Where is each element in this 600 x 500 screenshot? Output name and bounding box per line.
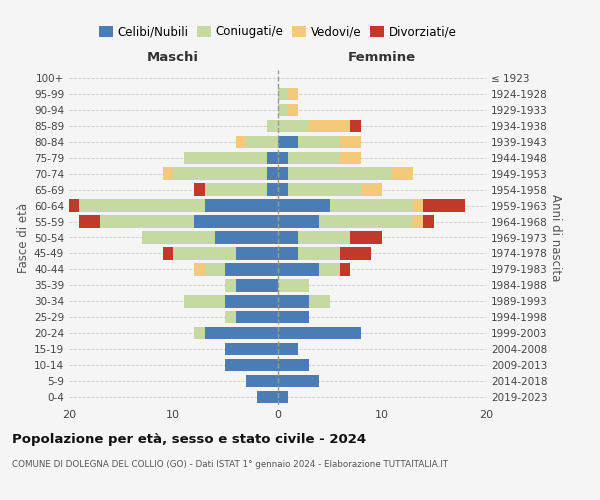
Bar	[319, 216, 413, 228]
Bar	[277, 184, 288, 196]
Bar	[163, 247, 173, 260]
Bar	[288, 152, 340, 164]
Bar	[226, 295, 277, 308]
Text: COMUNE DI DOLEGNA DEL COLLIO (GO) - Dati ISTAT 1° gennaio 2024 - Elaborazione TU: COMUNE DI DOLEGNA DEL COLLIO (GO) - Dati…	[12, 460, 448, 469]
Bar	[277, 247, 298, 260]
Bar	[246, 375, 277, 388]
Bar	[392, 168, 413, 180]
Bar	[277, 311, 309, 324]
Bar	[277, 168, 288, 180]
Bar	[298, 247, 340, 260]
Bar	[194, 263, 205, 276]
Bar	[100, 216, 194, 228]
Bar	[205, 184, 267, 196]
Bar	[319, 263, 340, 276]
Bar	[350, 232, 382, 243]
Bar	[277, 375, 319, 388]
Bar	[194, 216, 277, 228]
Text: Popolazione per età, sesso e stato civile - 2024: Popolazione per età, sesso e stato civil…	[12, 432, 366, 446]
Bar	[277, 120, 309, 132]
Bar	[309, 295, 329, 308]
Y-axis label: Fasce di età: Fasce di età	[17, 202, 30, 272]
Bar	[309, 120, 350, 132]
Bar	[236, 311, 277, 324]
Bar	[298, 136, 340, 148]
Bar	[277, 263, 319, 276]
Bar	[184, 295, 226, 308]
Bar	[340, 247, 371, 260]
Bar	[340, 136, 361, 148]
Bar	[267, 152, 277, 164]
Bar	[340, 263, 350, 276]
Bar	[350, 120, 361, 132]
Bar	[79, 216, 100, 228]
Bar	[226, 279, 236, 291]
Bar	[69, 200, 79, 212]
Bar	[205, 200, 277, 212]
Bar	[277, 359, 309, 372]
Text: Maschi: Maschi	[147, 50, 199, 64]
Bar	[277, 104, 288, 116]
Bar	[277, 200, 329, 212]
Y-axis label: Anni di nascita: Anni di nascita	[548, 194, 562, 281]
Bar	[288, 88, 298, 100]
Bar	[288, 168, 392, 180]
Bar	[194, 184, 205, 196]
Bar	[298, 232, 350, 243]
Bar	[424, 200, 465, 212]
Bar	[329, 200, 413, 212]
Bar	[277, 232, 298, 243]
Bar	[277, 152, 288, 164]
Legend: Celibi/Nubili, Coniugati/e, Vedovi/e, Divorziati/e: Celibi/Nubili, Coniugati/e, Vedovi/e, Di…	[94, 20, 461, 43]
Bar	[163, 168, 173, 180]
Bar	[184, 152, 267, 164]
Bar	[277, 295, 309, 308]
Bar	[79, 200, 205, 212]
Bar	[424, 216, 434, 228]
Bar	[277, 343, 298, 355]
Bar	[277, 391, 288, 403]
Bar	[288, 184, 361, 196]
Bar	[288, 104, 298, 116]
Bar	[267, 184, 277, 196]
Bar	[226, 343, 277, 355]
Text: Femmine: Femmine	[347, 50, 416, 64]
Bar	[173, 168, 267, 180]
Bar	[277, 327, 361, 340]
Bar	[205, 263, 226, 276]
Bar	[194, 327, 205, 340]
Bar	[215, 232, 277, 243]
Bar	[277, 136, 298, 148]
Bar	[226, 263, 277, 276]
Bar	[267, 120, 277, 132]
Bar	[361, 184, 382, 196]
Bar	[205, 327, 277, 340]
Bar	[246, 136, 277, 148]
Bar	[226, 359, 277, 372]
Bar	[277, 88, 288, 100]
Bar	[340, 152, 361, 164]
Bar	[413, 216, 424, 228]
Bar	[173, 247, 236, 260]
Bar	[277, 279, 309, 291]
Bar	[226, 311, 236, 324]
Bar	[267, 168, 277, 180]
Bar	[142, 232, 215, 243]
Bar	[413, 200, 424, 212]
Bar	[236, 279, 277, 291]
Bar	[277, 216, 319, 228]
Bar	[236, 136, 246, 148]
Bar	[236, 247, 277, 260]
Bar	[257, 391, 277, 403]
